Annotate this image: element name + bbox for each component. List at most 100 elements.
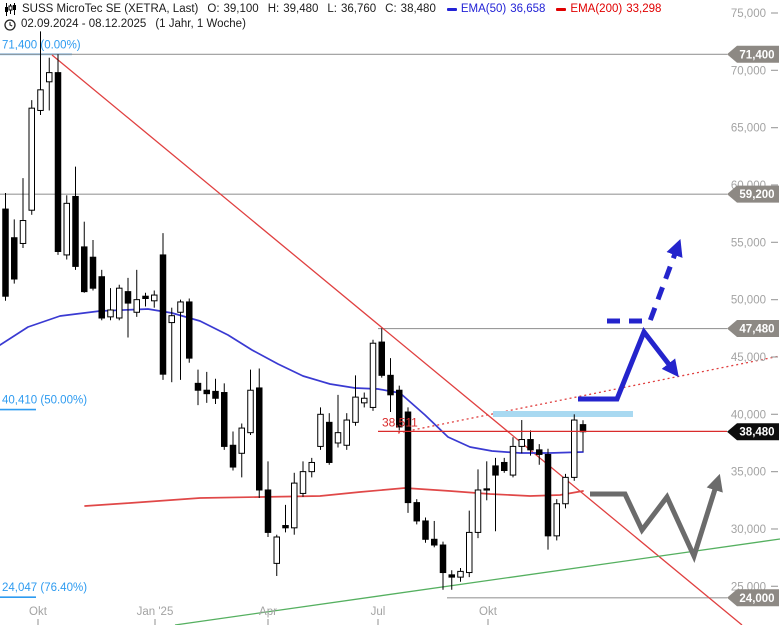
chart-header: SUSS MicroTec SE (XETRA, Last) O: 39,100… bbox=[4, 2, 661, 32]
ema200-legend-dash-icon bbox=[556, 8, 567, 11]
candle bbox=[89, 240, 97, 291]
blue-dashed-breakout-arrow bbox=[607, 239, 683, 324]
level-badge bbox=[727, 589, 779, 607]
candle-body bbox=[124, 291, 132, 304]
candle-body bbox=[466, 531, 473, 574]
level-badge bbox=[727, 45, 779, 63]
level-badge-text: 59,200 bbox=[739, 189, 774, 201]
uptrend-line bbox=[174, 538, 780, 625]
candle bbox=[37, 31, 44, 116]
candle bbox=[116, 284, 123, 321]
candle-body bbox=[107, 309, 114, 318]
candle-body bbox=[413, 502, 420, 522]
chart-root: 71,400 (0.00%) 40,410 (50.00%) 24,047 (76.… bbox=[0, 8, 780, 625]
candle bbox=[54, 54, 62, 255]
candle bbox=[72, 166, 79, 270]
candle bbox=[28, 100, 35, 215]
ema50-legend-value: 36,658 bbox=[510, 3, 546, 15]
candle bbox=[229, 431, 237, 471]
candle bbox=[343, 413, 350, 450]
candle-body bbox=[264, 489, 272, 533]
high-value: 39,480 bbox=[283, 3, 319, 15]
low-label: L: bbox=[327, 3, 337, 15]
candle bbox=[46, 57, 53, 111]
close-value: 38,480 bbox=[400, 3, 436, 15]
y-axis-label: 75,000 bbox=[731, 8, 766, 20]
candle bbox=[544, 448, 552, 550]
fib-label: 71,400 (0.00%) bbox=[2, 39, 81, 51]
candle-body bbox=[203, 389, 210, 395]
clock-icon bbox=[4, 18, 16, 31]
candle-body bbox=[422, 520, 429, 540]
resistance-price-label: 38,511 bbox=[382, 415, 418, 429]
candle-body bbox=[326, 421, 333, 463]
last-price-badge-text: 38,480 bbox=[739, 427, 774, 439]
candle-body bbox=[518, 439, 525, 447]
candle bbox=[474, 469, 482, 539]
level-badge-text: 71,400 bbox=[739, 49, 774, 61]
candle-body bbox=[361, 397, 368, 404]
candle bbox=[291, 472, 298, 535]
candle-body bbox=[54, 72, 62, 252]
candle-body bbox=[11, 237, 18, 280]
candle-body bbox=[282, 525, 289, 529]
candle-body bbox=[63, 202, 70, 256]
support-zone bbox=[493, 411, 633, 417]
candle bbox=[509, 437, 517, 478]
candle-body bbox=[343, 419, 350, 446]
low-value: 36,760 bbox=[340, 3, 377, 15]
candle bbox=[142, 292, 149, 307]
level-badge-text: 47,480 bbox=[739, 324, 774, 336]
candle bbox=[221, 383, 228, 450]
candle bbox=[536, 444, 543, 465]
candle bbox=[562, 473, 569, 509]
date-range: 02.09.2024 - 08.12.2025 bbox=[21, 18, 147, 30]
x-axis-label: Okt bbox=[479, 606, 498, 618]
dotted-internal-trendline bbox=[397, 355, 780, 434]
candle bbox=[378, 328, 385, 378]
candle-body bbox=[378, 341, 385, 376]
candle bbox=[413, 499, 420, 525]
candle-body bbox=[544, 453, 552, 537]
candle-body bbox=[116, 287, 123, 319]
candle-body bbox=[177, 301, 184, 313]
candle bbox=[81, 221, 88, 293]
candle bbox=[177, 299, 184, 380]
candlestick-icon bbox=[4, 3, 17, 16]
level-badge-text: 24,000 bbox=[739, 593, 774, 605]
candle bbox=[431, 520, 438, 548]
instrument-title: SUSS MicroTec SE (XETRA, Last) bbox=[22, 3, 199, 15]
candle-body bbox=[151, 294, 158, 302]
candle-body bbox=[352, 396, 359, 423]
candle-body bbox=[2, 208, 9, 297]
candle-body bbox=[46, 72, 53, 83]
candle-body bbox=[509, 445, 517, 476]
y-axis-label: 35,000 bbox=[731, 467, 766, 479]
y-axis-label: 70,000 bbox=[731, 65, 766, 77]
downtrend-line bbox=[51, 54, 743, 625]
candle bbox=[282, 504, 289, 533]
candle-body bbox=[448, 574, 455, 578]
candle bbox=[308, 457, 315, 478]
level-badge bbox=[727, 320, 779, 338]
candle-body bbox=[19, 220, 27, 244]
candle-body bbox=[159, 254, 167, 375]
candle-body bbox=[212, 390, 219, 399]
level-badge bbox=[727, 185, 779, 203]
candle-body bbox=[317, 413, 324, 447]
ema50-line bbox=[0, 308, 584, 454]
candle bbox=[501, 457, 508, 473]
candle bbox=[273, 534, 280, 576]
candle-body bbox=[387, 374, 394, 396]
candle bbox=[107, 288, 114, 321]
y-axis-label: 65,000 bbox=[731, 123, 766, 135]
candle-body bbox=[194, 382, 202, 391]
candle bbox=[553, 499, 560, 541]
ema200-line bbox=[84, 487, 584, 507]
ema200-legend-value: 33,298 bbox=[626, 3, 662, 15]
open-label: O: bbox=[207, 3, 220, 15]
candle-body bbox=[579, 424, 587, 433]
candle-body bbox=[396, 389, 403, 428]
